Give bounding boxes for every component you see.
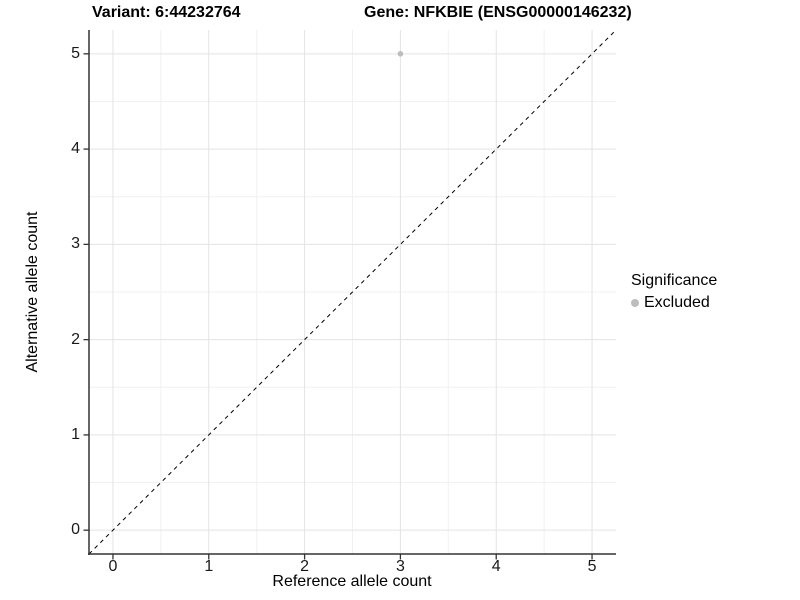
plot-title-gene: Gene: NFKBIE (ENSG00000146232) bbox=[364, 4, 632, 21]
x-tick-label: 1 bbox=[204, 558, 214, 575]
plot-title-variant: Variant: 6:44232764 bbox=[92, 4, 241, 21]
legend-item-excluded: Excluded bbox=[631, 293, 717, 313]
legend: Significance Excluded bbox=[631, 271, 717, 313]
legend-title: Significance bbox=[631, 272, 718, 289]
y-axis-title: Alternative allele count bbox=[24, 211, 41, 373]
y-tick-label: 2 bbox=[71, 330, 80, 348]
legend-item-label: Excluded bbox=[644, 294, 710, 311]
x-tick-label: 2 bbox=[300, 558, 310, 575]
x-tick-label: 3 bbox=[395, 558, 405, 575]
x-tick-label: 4 bbox=[491, 558, 501, 575]
y-tick-label: 1 bbox=[71, 425, 80, 443]
y-tick-label: 4 bbox=[71, 140, 80, 158]
x-tick-label: 0 bbox=[108, 558, 118, 575]
x-tick-label: 5 bbox=[587, 558, 597, 575]
y-tick-label: 5 bbox=[71, 44, 80, 62]
y-tick-label: 3 bbox=[71, 235, 80, 253]
identity-dashed-line bbox=[88, 29, 617, 555]
data-point-excluded bbox=[397, 51, 404, 57]
y-tick-label: 0 bbox=[71, 521, 80, 539]
x-axis-title: Reference allele count bbox=[272, 573, 432, 590]
excluded-marker-icon bbox=[631, 299, 639, 307]
